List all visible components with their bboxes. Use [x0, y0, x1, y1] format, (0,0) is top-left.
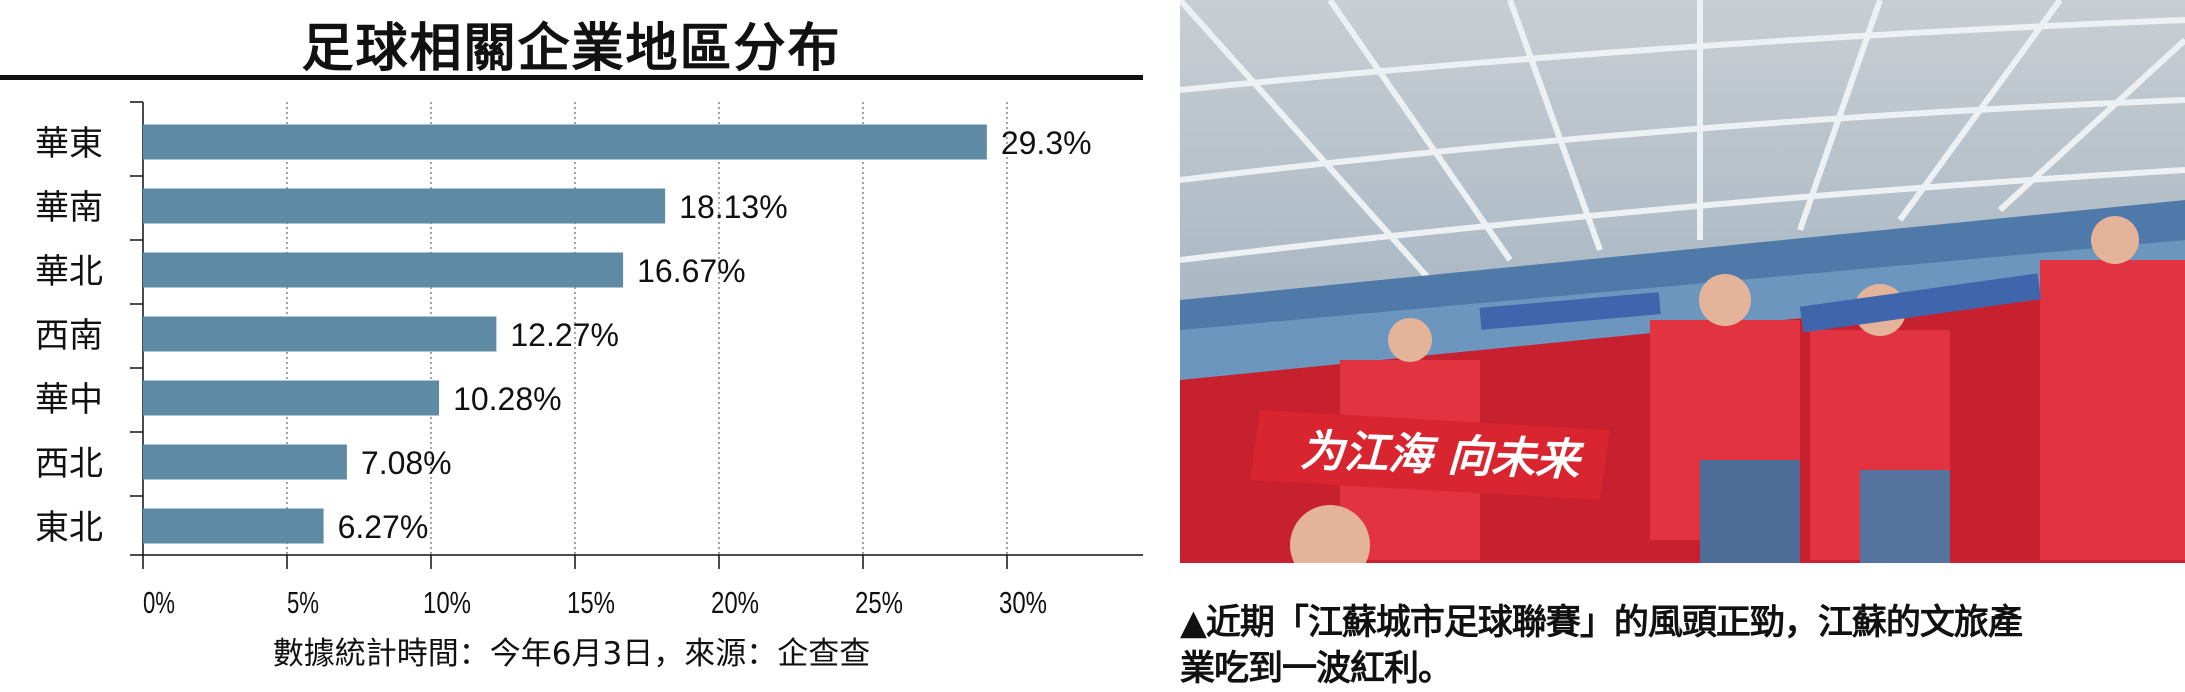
category-label: 華東 — [35, 124, 103, 164]
value-label: 6.27% — [338, 509, 429, 545]
chart-title: 足球相關企業地區分布 — [301, 19, 842, 79]
chart-footnote: 數據統計時間：今年6月3日，來源：企查查 — [272, 636, 871, 672]
category-label: 華南 — [35, 188, 103, 228]
x-tick-label: 0% — [143, 585, 175, 620]
stadium-photo: 为江海 向未来 — [1180, 0, 2185, 563]
value-label: 10.28% — [453, 381, 562, 417]
value-label: 29.3% — [1001, 125, 1092, 161]
value-label: 16.67% — [637, 253, 746, 289]
x-tick-label: 10% — [423, 585, 471, 620]
x-tick-label: 5% — [287, 585, 319, 620]
title-divider — [0, 75, 1143, 80]
category-label: 華北 — [35, 252, 103, 292]
value-label: 7.08% — [361, 445, 452, 481]
x-tick-label: 30% — [999, 585, 1047, 620]
bar — [143, 252, 624, 288]
bar — [143, 316, 497, 352]
bar — [143, 444, 347, 480]
caption-line-2: 業吃到一波紅利。 — [1180, 649, 1453, 689]
banner-text: 为江海 向未来 — [1299, 425, 1585, 486]
caption-line-1: ▲近期「江蘇城市足球聯賽」的風頭正勁，江蘇的文旅產 — [1180, 603, 2023, 643]
photo-caption: ▲近期「江蘇城市足球聯賽」的風頭正勁，江蘇的文旅產 業吃到一波紅利。 — [1180, 600, 2185, 692]
category-label: 西南 — [35, 316, 103, 356]
bar — [143, 508, 324, 544]
bar — [143, 124, 987, 160]
bar — [143, 380, 440, 416]
category-label: 東北 — [35, 508, 103, 548]
x-tick-label: 20% — [711, 585, 759, 620]
bar-chart: 0% 5% 10% 15% 20% 25% 30% 華東 29.3% 華南 18.13% 華北 16.6… — [35, 101, 1143, 620]
value-label: 18.13% — [679, 189, 788, 225]
bar — [143, 188, 666, 224]
category-label: 西北 — [35, 444, 103, 484]
category-label: 華中 — [35, 380, 103, 420]
x-tick-label: 15% — [567, 585, 615, 620]
x-tick-label: 25% — [855, 585, 903, 620]
value-label: 12.27% — [510, 317, 619, 353]
